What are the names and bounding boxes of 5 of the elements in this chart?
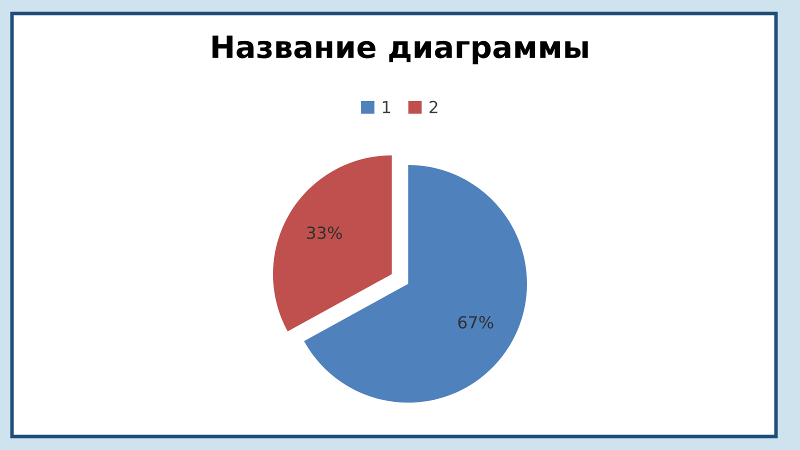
legend-label: 1: [382, 101, 390, 114]
chart-title: Название диаграммы: [212, 36, 588, 64]
legend-label: 2: [430, 100, 438, 114]
data-label: 67%: [458, 316, 494, 329]
data-label: 33%: [307, 226, 342, 240]
